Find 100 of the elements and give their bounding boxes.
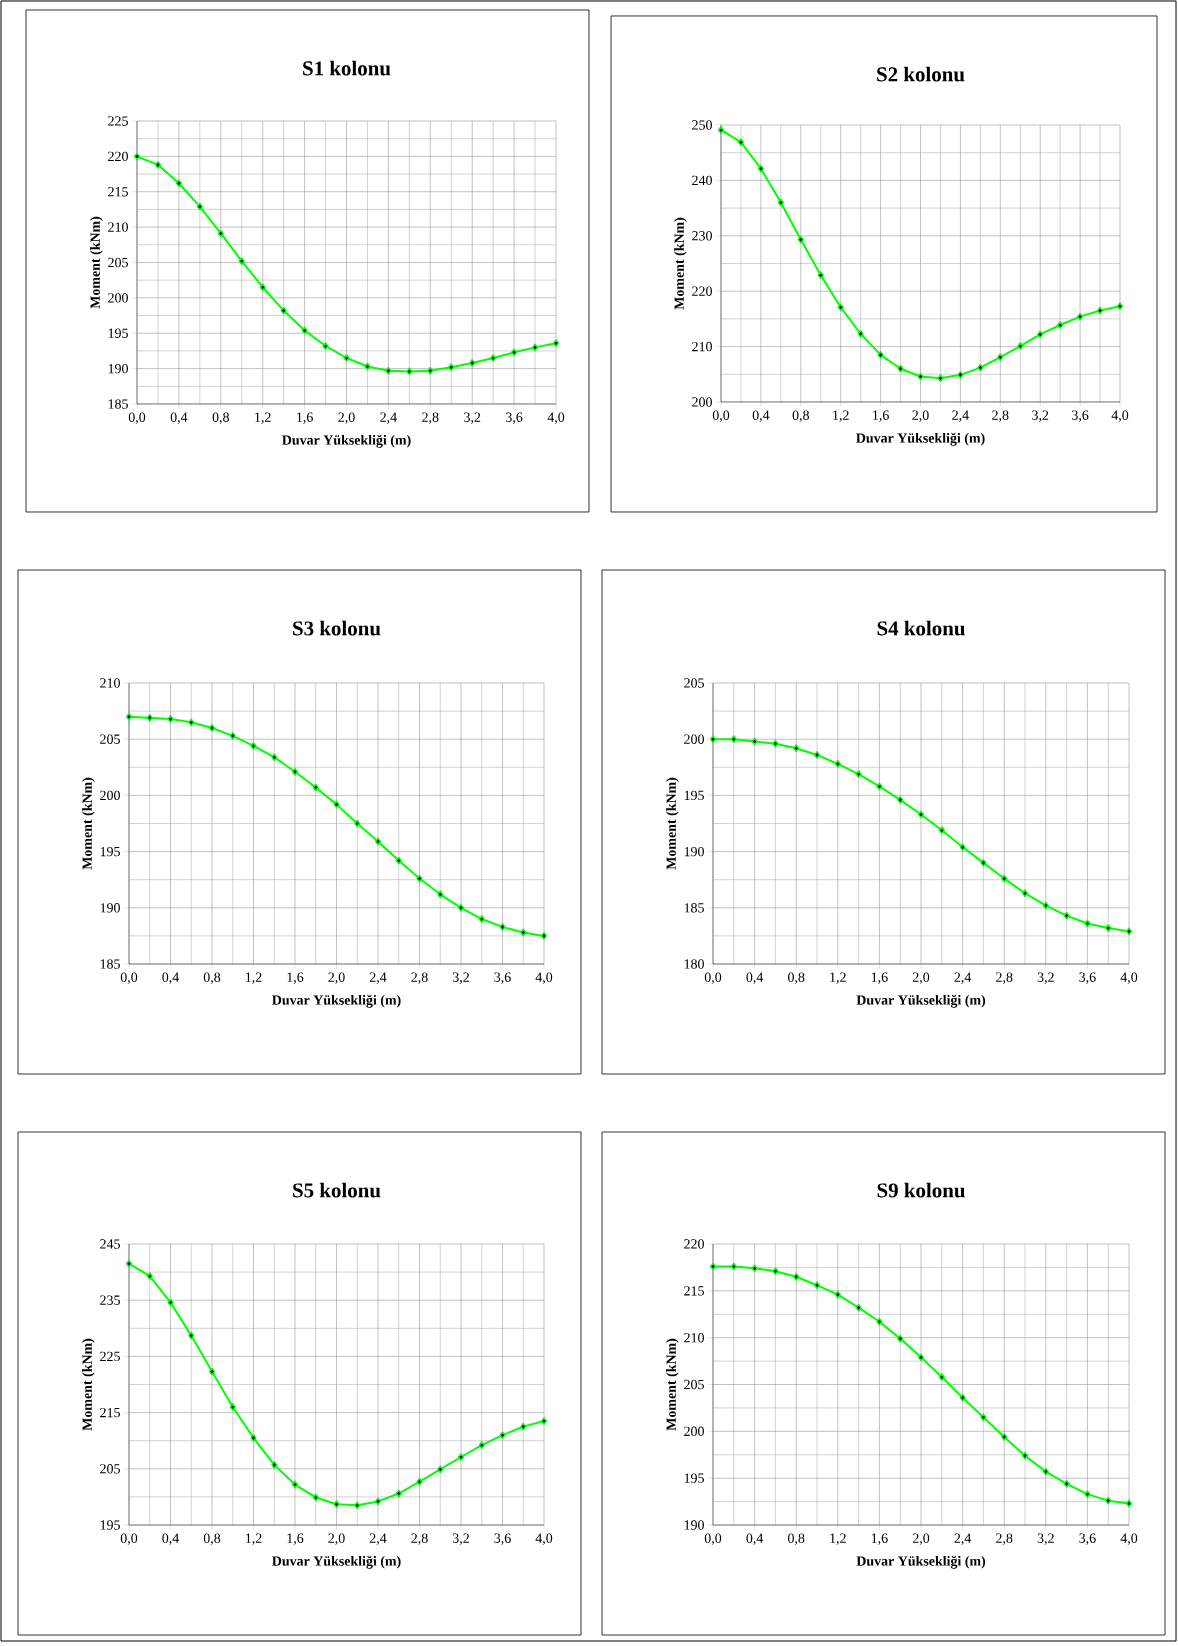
y-tick-label: 215 [684, 1286, 704, 1296]
point [938, 1373, 945, 1381]
x-tick-label: 4,0 [535, 972, 553, 984]
point [385, 366, 392, 375]
point [793, 744, 800, 753]
x-tick-label: 2,4 [952, 410, 969, 422]
x-tick-label: 0,4 [752, 410, 770, 422]
y-tick-label: 230 [692, 231, 712, 241]
point [217, 229, 224, 238]
x-tick-label: 0,4 [170, 412, 188, 424]
point [877, 351, 884, 359]
point [977, 363, 984, 372]
x-tick-label: 1,6 [287, 1533, 304, 1545]
chart-title: S3 kolonu [293, 620, 381, 636]
point [876, 782, 883, 791]
x-tick-label: 4,0 [535, 1533, 553, 1545]
x-tick-label: 0,8 [203, 1533, 221, 1545]
y-tick-label: 220 [684, 1239, 704, 1249]
y-tick-label: 190 [684, 846, 704, 857]
point [354, 1501, 361, 1510]
x-tick-label: 0,0 [704, 972, 722, 984]
point [343, 354, 350, 362]
x-tick-label: 1,2 [833, 410, 849, 422]
point [188, 718, 195, 727]
point [125, 712, 133, 721]
y-tick-label: 205 [108, 257, 128, 268]
point [1057, 321, 1064, 329]
x-tick-label: 2,0 [912, 1533, 930, 1545]
y-tick-label: 215 [100, 1407, 120, 1418]
point [490, 354, 497, 362]
x-tick-label: 2,0 [328, 972, 345, 984]
y-tick-label: 195 [684, 790, 704, 801]
point [478, 915, 485, 923]
point [938, 826, 945, 835]
point [312, 1493, 319, 1502]
y-tick-label: 245 [100, 1239, 120, 1249]
point [333, 1500, 340, 1509]
y-tick-label: 190 [100, 903, 120, 913]
point [834, 1290, 841, 1299]
y-tick-label: 195 [684, 1473, 704, 1483]
y-tick-label: 185 [108, 399, 128, 409]
x-tick-label: 4,0 [1111, 410, 1129, 422]
point [499, 923, 506, 931]
x-tick-label: 3,6 [494, 1533, 511, 1545]
y-tick-label: 200 [684, 734, 704, 744]
point [917, 810, 925, 819]
point [478, 1441, 485, 1450]
x-tick-label: 1,6 [297, 412, 313, 424]
point [1077, 312, 1084, 321]
x-tick-label: 1,2 [830, 972, 846, 984]
x-tick-label: 3,2 [452, 972, 469, 984]
point [1021, 1451, 1029, 1460]
x-tick-label: 2,4 [369, 972, 387, 984]
point [1063, 911, 1070, 920]
point [312, 783, 319, 792]
point [917, 1353, 925, 1362]
x-tick-label: 2,8 [422, 412, 439, 424]
point [817, 271, 824, 280]
point [540, 1417, 548, 1425]
point [154, 160, 162, 169]
point [229, 1403, 236, 1411]
point [917, 372, 924, 381]
x-tick-label: 3,6 [506, 412, 523, 424]
x-tick-label: 2,0 [338, 412, 355, 424]
point [499, 1431, 506, 1439]
point [1001, 1433, 1008, 1441]
point [364, 362, 371, 371]
point [333, 800, 340, 809]
y-tick-label: 210 [108, 222, 128, 232]
point [374, 1497, 382, 1506]
point [250, 1433, 257, 1442]
point [416, 1477, 423, 1486]
x-tick-label: 1,6 [871, 972, 888, 984]
x-tick-label: 2,8 [411, 1533, 428, 1545]
x-tick-label: 2,4 [954, 972, 972, 984]
x-tick-label: 1,6 [873, 410, 889, 422]
point [793, 1272, 800, 1281]
x-tick-label: 2,0 [912, 410, 929, 422]
y-tick-label: 200 [684, 1426, 704, 1437]
point [1105, 1496, 1112, 1505]
x-tick-label: 0,0 [120, 972, 138, 984]
point [511, 348, 518, 357]
x-tick-label: 0,0 [712, 410, 730, 422]
point [997, 353, 1004, 362]
x-tick-label: 2,8 [411, 972, 428, 984]
point [834, 760, 841, 768]
point [520, 928, 527, 937]
point [709, 1262, 717, 1271]
point [437, 1465, 444, 1474]
point [208, 724, 216, 732]
y-axis-title: Moment (kNm) [82, 777, 95, 870]
point [777, 198, 784, 207]
y-tick-label: 180 [684, 959, 704, 969]
point [280, 306, 287, 315]
point [980, 1413, 987, 1422]
x-tick-label: 3,6 [1072, 410, 1089, 422]
point [271, 1460, 278, 1469]
point [855, 770, 862, 778]
y-tick-label: 190 [684, 1520, 704, 1530]
point [1084, 1490, 1091, 1498]
